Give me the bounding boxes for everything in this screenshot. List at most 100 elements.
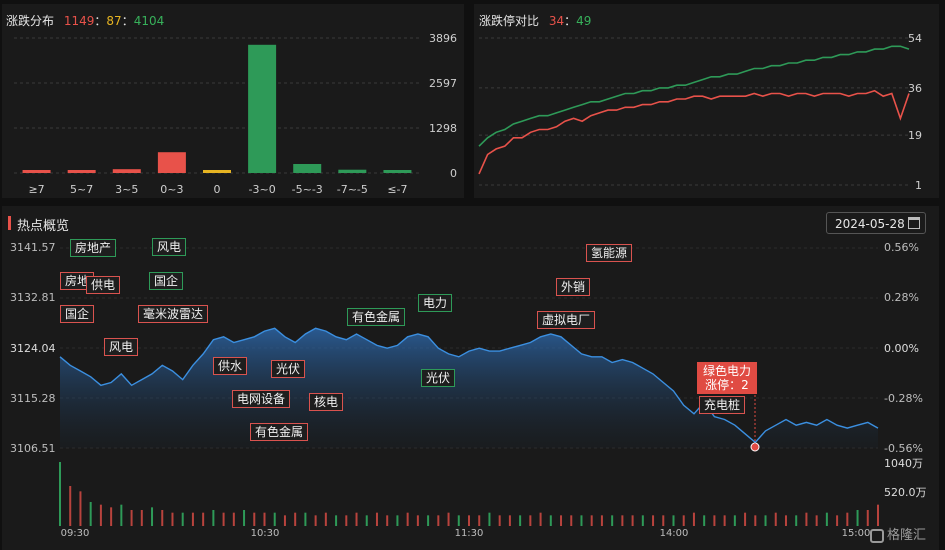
volume-mid-label: 520.0万 [884,486,927,499]
volume-bar [764,515,767,526]
x-tick-label: -3~0 [249,183,276,196]
volume-bar [662,515,665,526]
topic-tag[interactable]: 核电 [309,393,344,411]
volume-bar [866,510,869,526]
volume-bar [621,515,624,526]
limit-panel: 涨跌停对比 34：49 54 36 19 1 [474,4,939,198]
separator: ： [121,14,134,28]
topic-tag[interactable]: 供电 [86,276,121,294]
topic-tag[interactable]: 有色金属 [347,308,406,326]
topic-tag[interactable]: 房地产 [70,239,117,257]
y-right-label: -0.28% [884,392,923,405]
volume-bar [692,512,695,526]
topic-tag[interactable]: 外销 [556,278,591,296]
date-value: 2024-05-28 [835,217,905,231]
index-line [59,327,879,444]
volume-bar [232,512,235,526]
topic-tag[interactable]: 氢能源 [586,244,633,262]
topic-tag[interactable]: 电力 [418,294,453,312]
down-count: 4104 [133,14,165,28]
x-tick-label: 0 [214,183,221,196]
topic-tag[interactable]: 风电 [104,338,139,356]
volume-bar [222,512,225,526]
y-right-label: 0.56% [884,241,919,254]
volume-bar [825,512,828,526]
volume-bar [549,515,552,526]
bar [203,170,231,173]
x-tick-label: 09:30 [60,528,90,539]
bar [248,44,277,173]
y-right-label: 0.28% [884,291,919,304]
distribution-title: 涨跌分布 [6,14,55,28]
volume-bar [672,515,675,526]
volume-bar [784,515,787,526]
volume-bar [69,486,72,526]
volume-bar [570,515,573,526]
alert-line1: 绿色电力 [702,364,751,378]
bar [112,169,141,173]
x-tick-label: 5~7 [70,183,93,196]
topic-tag[interactable]: 毫米波雷达 [138,305,209,323]
x-tick-label: 15:00 [841,528,871,539]
flat-count: 87 [106,14,122,28]
topic-tag[interactable]: 虚拟电厂 [537,311,596,329]
topic-tag[interactable]: 风电 [152,238,187,256]
volume-bar [447,512,450,526]
volume-bar [652,515,655,526]
index-area [60,328,878,448]
volume-bar [560,515,563,526]
limit-chart: 54 36 19 1 [478,32,922,192]
y-right-label: -0.56% [884,442,923,455]
date-picker[interactable]: 2024-05-28 [826,212,926,234]
topic-tag[interactable]: 有色金属 [250,423,309,441]
bar [157,152,186,173]
bar [293,163,322,173]
volume-bar [580,515,583,526]
topic-tag[interactable]: 供水 [213,357,248,375]
volume-bar [161,510,164,526]
bar [67,170,96,173]
volume-bar [877,504,879,526]
volume-bar [795,515,798,526]
topic-tag[interactable]: 国企 [149,272,184,290]
volume-bar [406,512,409,526]
alert-tag[interactable]: 绿色电力 涨停：2 [697,362,757,394]
separator: ： [94,14,107,28]
volume-bar [171,512,174,526]
topic-tag[interactable]: 房地 [60,272,95,290]
topic-tag[interactable]: 光伏 [421,369,456,387]
distribution-panel: 涨跌分布 1149：87：4104 3896 2597 1298 0 ≥7 5~7 3~5 0… [2,4,464,198]
volume-bar [243,510,246,526]
volume-bar [468,515,470,526]
topic-tag[interactable]: 光伏 [271,360,306,378]
bar [22,170,51,173]
y-tick-label: 1 [915,179,922,192]
volume-bar [365,515,368,526]
volume-bar [754,515,757,526]
limit-down-count: 49 [576,14,592,28]
volume-bar [140,510,143,526]
volume-bar [375,512,378,526]
volume-bar [130,510,133,526]
volume-bar [478,515,481,526]
separator: ： [564,14,577,28]
gelonghui-logo: 格隆汇 [870,524,926,543]
volume-bar [856,510,859,526]
y-tick-label: 0 [450,167,457,180]
topic-tag[interactable]: 充电桩 [699,396,746,414]
x-tick-label: ≥7 [28,183,44,196]
y-tick-label: 2597 [429,77,457,90]
topic-tag[interactable]: 电网设备 [232,390,291,408]
topic-tag[interactable]: 国企 [60,305,95,323]
volume-bar [641,515,644,526]
volume-bar [457,515,460,526]
volume-bar [416,515,419,526]
volume-bar [733,515,736,526]
x-tick-label: -7~-5 [337,183,368,196]
volume-bar [682,515,685,526]
volume-bar [79,491,82,526]
series-line [478,45,910,147]
overview-title: 热点概览 [17,219,70,234]
y-left-label: 3141.57 [10,241,56,254]
volume-bar [703,515,706,526]
